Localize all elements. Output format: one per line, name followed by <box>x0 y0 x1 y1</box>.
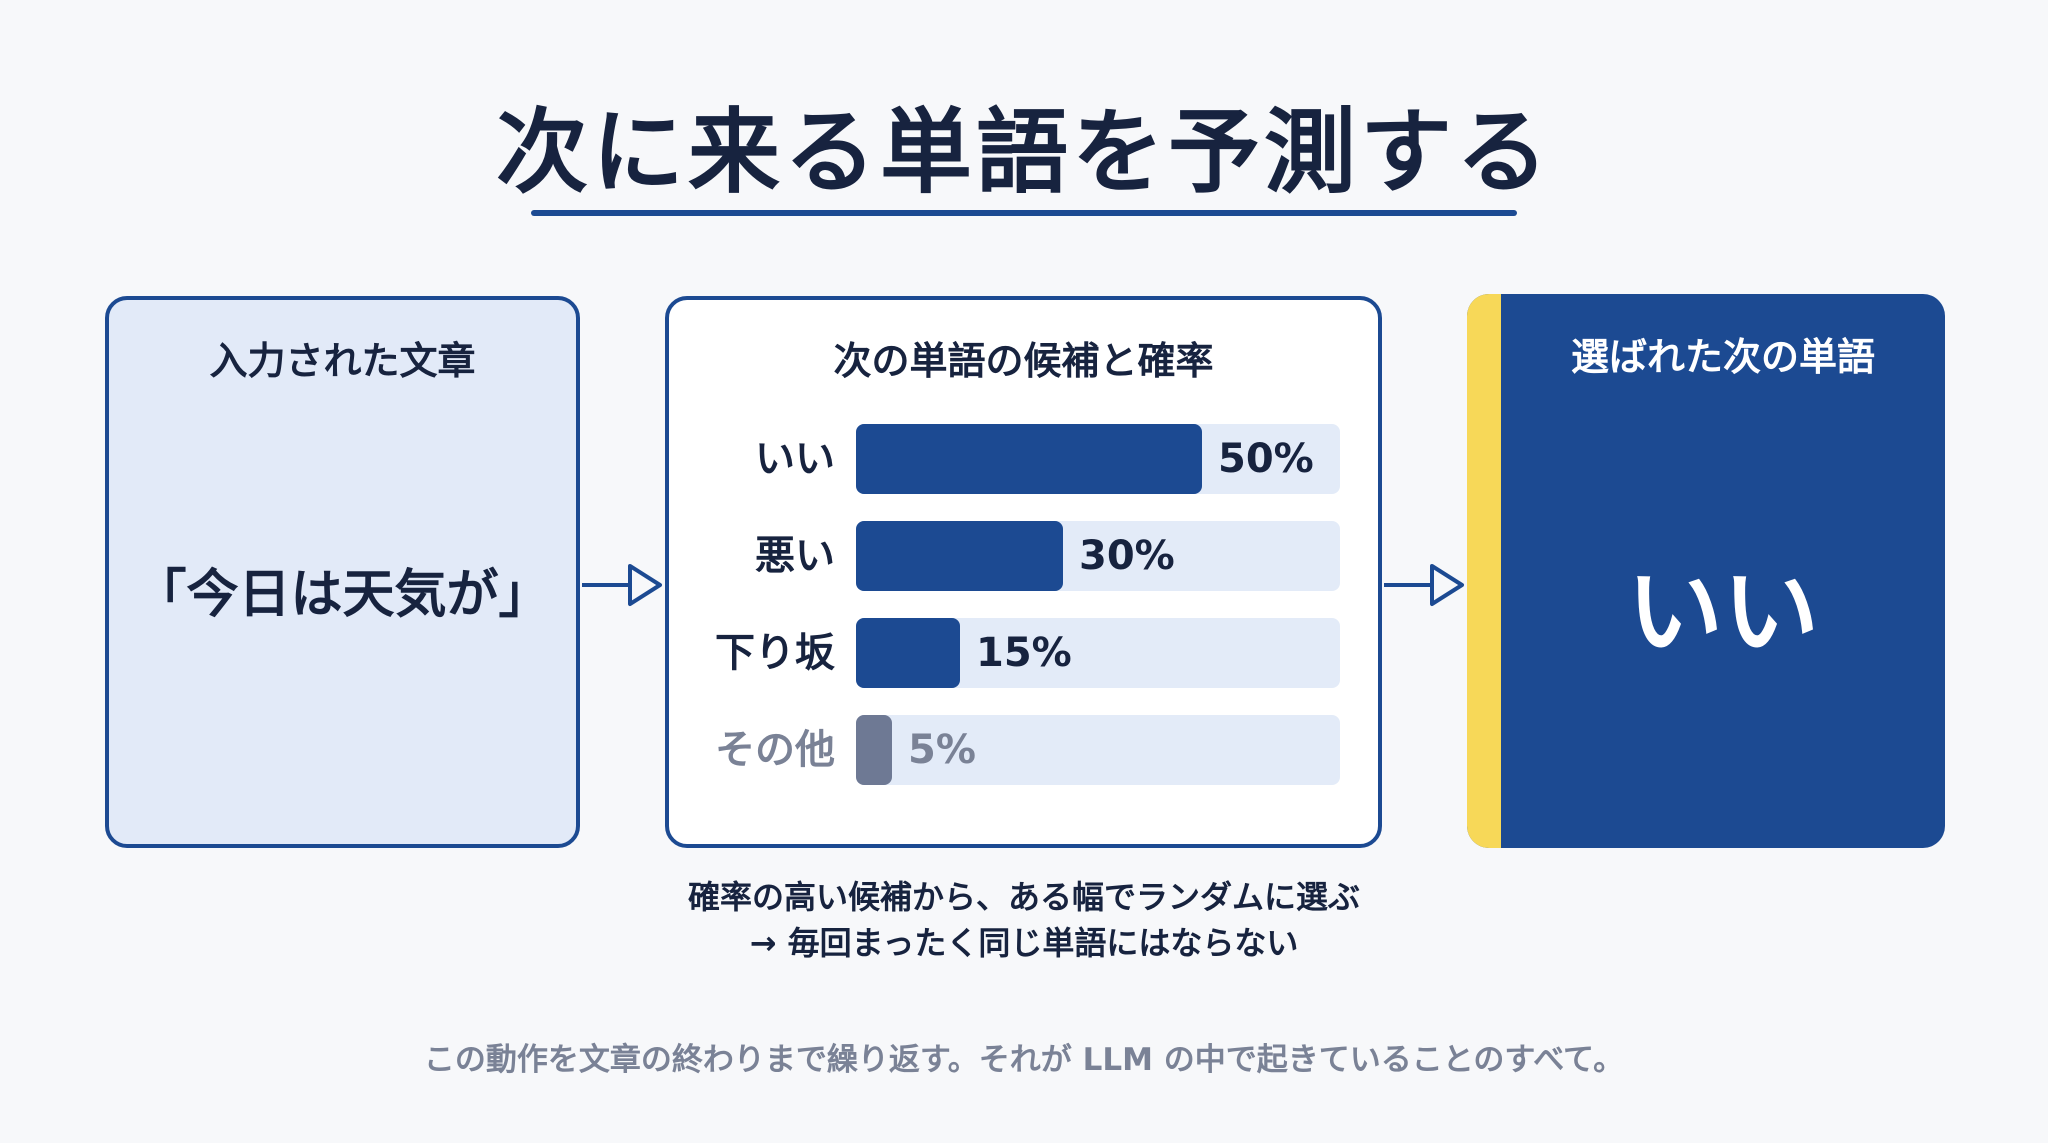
candidate-label: その他 <box>715 727 835 773</box>
input-panel-heading: 入力された文章 <box>209 339 476 383</box>
candidate-row: 悪い 30% <box>669 521 1378 591</box>
result-panel-heading: 選ばれた次の単語 <box>1570 335 1875 379</box>
page-title: 次に来る単語を予測する <box>495 99 1552 206</box>
candidate-value: 30% <box>1079 533 1175 579</box>
note-line-2: → 毎回まったく同じ単語にはならない <box>749 924 1299 962</box>
footer-caption: この動作を文章の終わりまで繰り返す。それが LLM の中で起きていることのすべて… <box>423 1042 1625 1078</box>
input-panel: 入力された文章 「今日は天気が」 <box>105 296 580 848</box>
candidates-panel-heading: 次の単語の候補と確率 <box>833 339 1214 383</box>
candidate-value: 5% <box>908 727 976 773</box>
selected-word: いい <box>1627 556 1819 668</box>
note-line-1: 確率の高い候補から、ある幅でランダムに選ぶ <box>687 878 1360 916</box>
candidate-row: いい 50% <box>669 424 1378 494</box>
candidate-bar-track: 5% <box>856 715 1340 785</box>
candidate-bar-track: 50% <box>856 424 1340 494</box>
candidate-label: いい <box>755 436 835 482</box>
result-panel: 選ばれた次の単語 いい <box>1467 294 1945 848</box>
candidate-bar <box>856 424 1202 494</box>
candidates-panel: 次の単語の候補と確率 いい 50% 悪い 30% 下り坂 15% その他 5% <box>665 296 1382 848</box>
candidate-bar <box>856 521 1063 591</box>
candidate-bar <box>856 618 960 688</box>
candidate-value: 15% <box>976 630 1072 676</box>
result-accent-bar <box>1467 294 1501 848</box>
candidate-label: 下り坂 <box>715 630 835 676</box>
title-underline <box>531 210 1517 216</box>
candidate-row: 下り坂 15% <box>669 618 1378 688</box>
candidate-value: 50% <box>1218 436 1314 482</box>
arrow-right-icon <box>582 564 662 606</box>
candidate-label: 悪い <box>755 533 835 579</box>
candidate-row: その他 5% <box>669 715 1378 785</box>
input-sentence: 「今日は天気が」 <box>134 565 551 625</box>
arrow-right-icon <box>1384 564 1464 606</box>
candidate-bar-track: 30% <box>856 521 1340 591</box>
candidate-bar <box>856 715 892 785</box>
candidate-bar-track: 15% <box>856 618 1340 688</box>
